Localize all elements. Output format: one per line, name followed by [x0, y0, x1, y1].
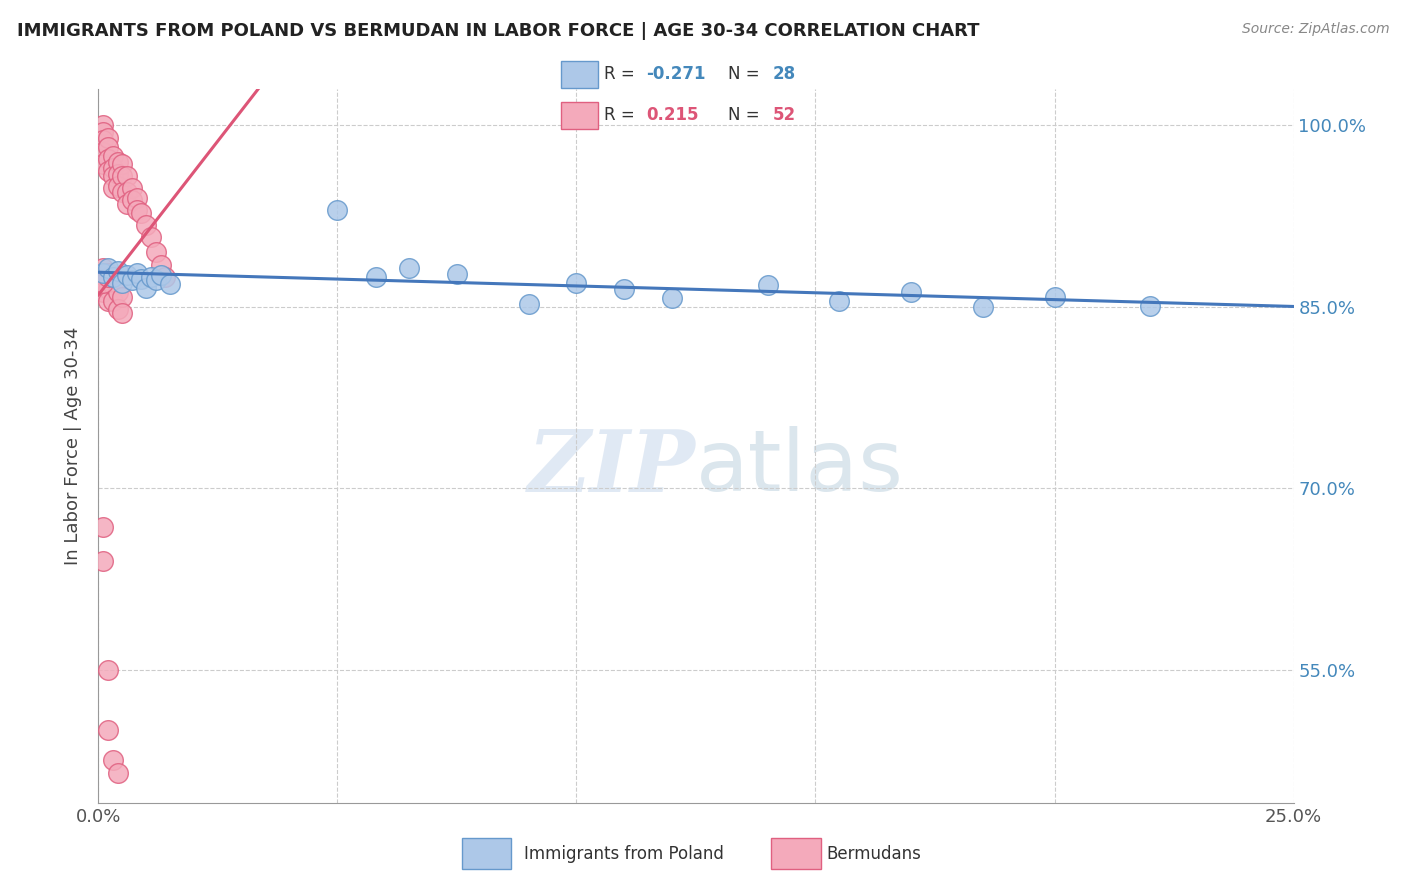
- Text: Bermudans: Bermudans: [827, 845, 921, 863]
- Point: [125, 203, 148, 218]
- Point: [107, 154, 129, 169]
- Text: Immigrants from Poland: Immigrants from Poland: [523, 845, 724, 863]
- Y-axis label: In Labor Force | Age 30-34: In Labor Force | Age 30-34: [65, 326, 83, 566]
- Point: [115, 169, 138, 184]
- Point: [115, 268, 138, 283]
- Point: [111, 157, 134, 171]
- Point: [97, 140, 120, 154]
- Text: 0.215: 0.215: [647, 106, 699, 124]
- Point: [125, 266, 148, 280]
- Text: N =: N =: [728, 65, 765, 83]
- Point: [131, 272, 153, 286]
- Point: [97, 153, 120, 167]
- Point: [91, 276, 114, 290]
- Point: [97, 269, 120, 284]
- Point: [111, 169, 134, 184]
- Point: [97, 282, 120, 296]
- Text: ZIP: ZIP: [529, 425, 696, 509]
- Point: [97, 130, 120, 145]
- Point: [101, 181, 124, 195]
- Point: [101, 269, 124, 284]
- Point: [97, 663, 120, 677]
- Point: [326, 203, 349, 218]
- Point: [364, 269, 387, 284]
- Point: [149, 268, 172, 283]
- Point: [135, 280, 157, 294]
- Point: [121, 181, 143, 195]
- Point: [91, 261, 114, 276]
- Point: [613, 282, 636, 296]
- Point: [828, 293, 851, 308]
- Text: 52: 52: [773, 106, 796, 124]
- Point: [145, 273, 167, 287]
- Text: IMMIGRANTS FROM POLAND VS BERMUDAN IN LABOR FORCE | AGE 30-34 CORRELATION CHART: IMMIGRANTS FROM POLAND VS BERMUDAN IN LA…: [17, 22, 980, 40]
- Text: R =: R =: [603, 65, 640, 83]
- Point: [111, 306, 134, 320]
- Point: [97, 261, 120, 276]
- Point: [91, 119, 114, 133]
- Point: [111, 290, 134, 304]
- Point: [107, 765, 129, 780]
- Point: [900, 285, 922, 300]
- Point: [101, 161, 124, 175]
- Point: [159, 277, 181, 291]
- Point: [149, 258, 172, 272]
- Point: [91, 520, 114, 534]
- Point: [101, 149, 124, 163]
- FancyBboxPatch shape: [561, 102, 598, 129]
- Point: [139, 269, 162, 284]
- Point: [756, 278, 779, 293]
- Point: [661, 292, 683, 306]
- Point: [107, 178, 129, 193]
- Point: [107, 167, 129, 181]
- Point: [91, 145, 114, 160]
- Text: atlas: atlas: [696, 425, 904, 509]
- Point: [91, 554, 114, 568]
- FancyBboxPatch shape: [461, 838, 512, 869]
- Point: [115, 197, 138, 211]
- Point: [1139, 299, 1161, 313]
- Point: [517, 297, 540, 311]
- FancyBboxPatch shape: [770, 838, 821, 869]
- Point: [107, 263, 129, 277]
- Point: [91, 273, 114, 287]
- Point: [115, 185, 138, 199]
- Point: [91, 157, 114, 171]
- Text: N =: N =: [728, 106, 765, 124]
- Point: [125, 191, 148, 205]
- Point: [145, 245, 167, 260]
- Point: [101, 169, 124, 184]
- Text: R =: R =: [603, 106, 640, 124]
- FancyBboxPatch shape: [561, 62, 598, 88]
- Point: [111, 185, 134, 199]
- Text: Source: ZipAtlas.com: Source: ZipAtlas.com: [1241, 22, 1389, 37]
- Point: [107, 302, 129, 317]
- Point: [446, 267, 468, 281]
- Point: [91, 124, 114, 138]
- Point: [972, 300, 994, 314]
- Point: [121, 194, 143, 208]
- Point: [97, 723, 120, 738]
- Point: [97, 164, 120, 178]
- Point: [1043, 290, 1066, 304]
- Point: [398, 261, 420, 276]
- Point: [155, 269, 177, 284]
- Point: [91, 266, 114, 280]
- Point: [91, 133, 114, 147]
- Point: [131, 205, 153, 219]
- Point: [101, 278, 124, 293]
- Point: [101, 293, 124, 308]
- Point: [139, 229, 162, 244]
- Point: [97, 266, 120, 280]
- Point: [101, 754, 124, 768]
- Point: [97, 293, 120, 308]
- Point: [565, 276, 588, 290]
- Point: [135, 218, 157, 232]
- Point: [91, 285, 114, 300]
- Point: [107, 285, 129, 300]
- Point: [111, 276, 134, 290]
- Point: [121, 273, 143, 287]
- Text: 28: 28: [773, 65, 796, 83]
- Text: -0.271: -0.271: [647, 65, 706, 83]
